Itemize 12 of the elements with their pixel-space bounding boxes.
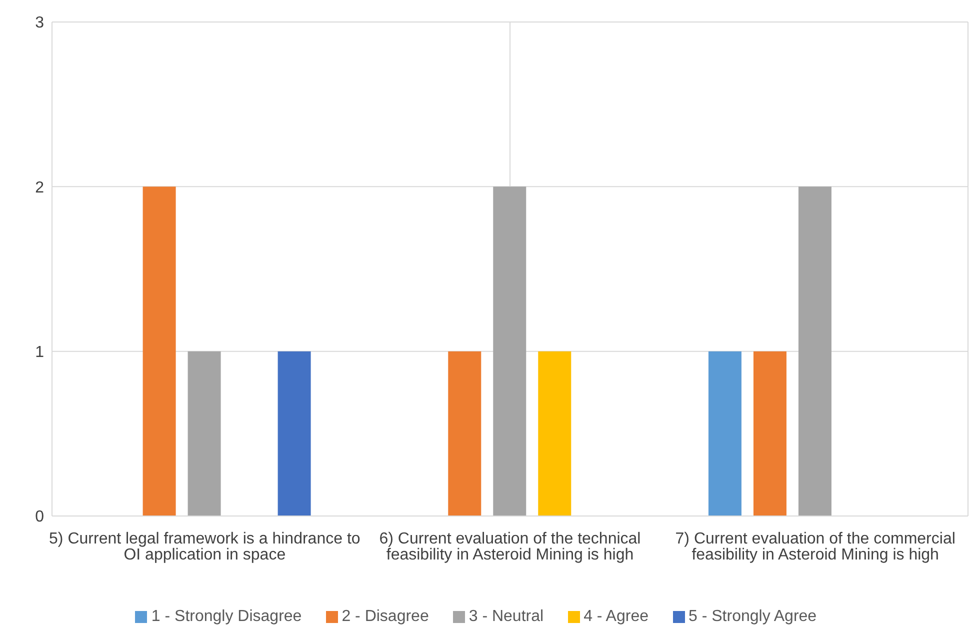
legend-label: 5 - Strongly Agree: [688, 608, 817, 625]
x-tick-label: 6) Current evaluation of the technical feasibility in Asteroid Mining is high: [379, 530, 641, 564]
y-tick-label: 3: [35, 14, 44, 32]
legend-label: 1 - Strongly Disagree: [151, 608, 302, 625]
y-tick-label: 0: [35, 508, 44, 526]
x-tick-label: 5) Current legal framework is a hindrance to OI application in space: [49, 530, 360, 564]
legend-label: 2 - Disagree: [342, 608, 429, 625]
y-tick-label: 2: [35, 179, 44, 196]
legend-label: 3 - Neutral: [468, 608, 544, 625]
x-tick-label: 7) Current evaluation of the commercial feasibility in Asteroid Mining is high: [675, 530, 956, 564]
y-tick-label: 1: [35, 344, 44, 362]
legend-label: 4 - Agree: [584, 608, 648, 625]
